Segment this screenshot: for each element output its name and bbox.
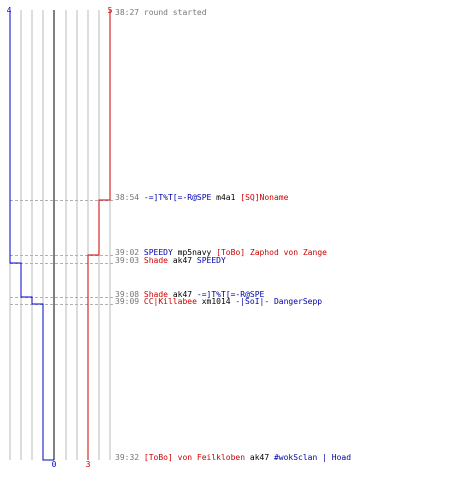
- player-name: -=]T%T[=-R@SPE: [143, 193, 212, 202]
- kill-event: 38:54 -=]T%T[=-R@SPE m4a1 [SQ]Noname: [115, 193, 288, 203]
- weapon-name: mp5navy: [172, 248, 217, 257]
- weapon-name: ak47: [168, 290, 197, 299]
- player-name: [ToBo] von Feilkloben: [143, 453, 246, 462]
- red-start-count: 5: [108, 6, 113, 15]
- event-time: 39:03: [115, 256, 144, 265]
- player-name: SPEEDY: [196, 256, 226, 265]
- kill-event: 39:09 CC|Killabee xm1014 -|SoI|- DangerS…: [115, 297, 322, 307]
- kill-event: 39:03 Shade ak47 SPEEDY: [115, 256, 226, 266]
- player-name: Shade: [143, 256, 168, 265]
- weapon-name: m4a1: [211, 193, 241, 202]
- kill-event: 39:02 SPEEDY mp5navy [ToBo] Zaphod von Z…: [115, 248, 327, 258]
- player-name: #wokSclan | Hoad: [273, 453, 352, 462]
- round-timeline-chart: 4 5 0 3: [7, 6, 114, 469]
- kill-event: 38:27 round started: [115, 8, 207, 18]
- event-time: 38:54: [115, 193, 144, 202]
- event-time: 39:08: [115, 290, 144, 299]
- player-name: SPEEDY: [143, 248, 173, 257]
- player-name: [SQ]Noname: [240, 193, 289, 202]
- weapon-name: ak47: [245, 453, 274, 462]
- weapon-name: xm1014: [196, 297, 236, 306]
- event-time: 39:02: [115, 248, 144, 257]
- kill-event: 39:08 Shade ak47 -=]T%T[=-R@SPE: [115, 290, 264, 300]
- blue-team-count-line: [9, 10, 54, 461]
- event-time: 38:27: [115, 8, 144, 17]
- player-name: CC|Killabee: [143, 297, 197, 306]
- weapon-name: ak47: [168, 256, 197, 265]
- blue-start-count: 4: [7, 6, 12, 15]
- player-name: round started: [143, 8, 207, 17]
- red-team-count-line: [87, 10, 111, 460]
- player-name: -=]T%T[=-R@SPE: [196, 290, 265, 299]
- blue-end-count: 0: [52, 460, 57, 469]
- event-time: 39:32: [115, 453, 144, 462]
- kill-event: 39:32 [ToBo] von Feilkloben ak47 #wokScl…: [115, 453, 351, 463]
- player-count-grid: [9, 10, 111, 460]
- player-name: [ToBo] Zaphod von Zange: [216, 248, 327, 257]
- player-name: -|SoI|- DangerSepp: [235, 297, 323, 306]
- player-name: Shade: [143, 290, 168, 299]
- red-end-count: 3: [86, 460, 91, 469]
- event-guide-lines: [10, 200, 114, 305]
- event-time: 39:09: [115, 297, 144, 306]
